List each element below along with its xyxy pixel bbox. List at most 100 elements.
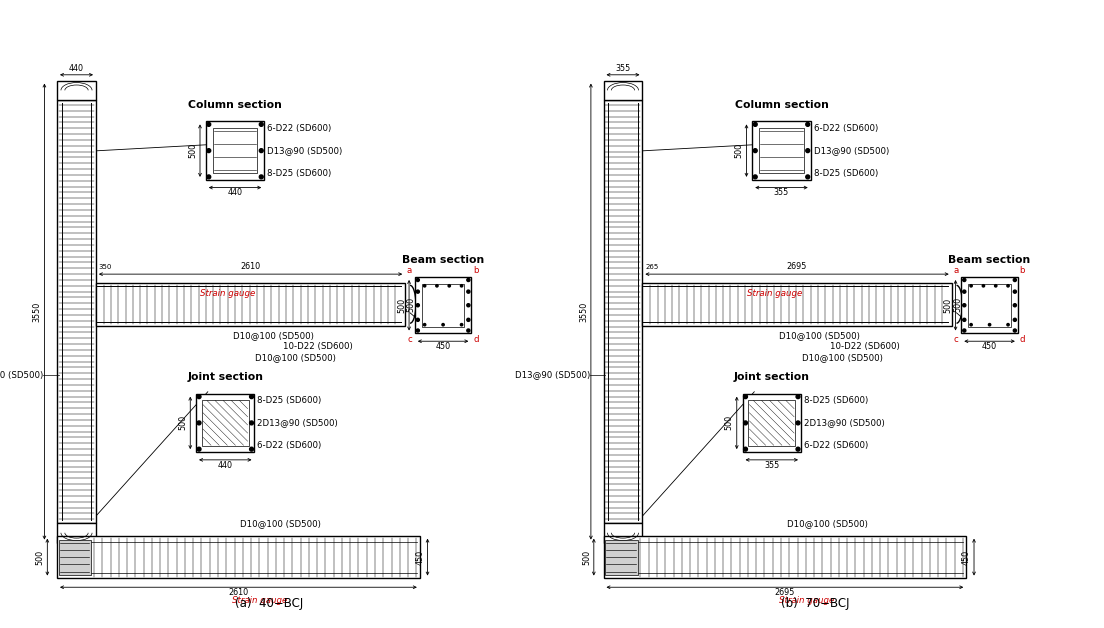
Text: Joint section: Joint section [188,372,263,382]
Text: 355: 355 [764,460,779,470]
Circle shape [416,304,420,307]
Circle shape [1007,323,1009,326]
Text: 6-D22 (SD600): 6-D22 (SD600) [267,124,331,133]
Text: 500: 500 [734,143,744,158]
Circle shape [806,149,809,153]
Text: 6-D22 (SD600): 6-D22 (SD600) [804,441,868,450]
Text: a: a [953,266,958,275]
Text: 2D13@90 (SD500): 2D13@90 (SD500) [257,418,338,428]
Circle shape [250,421,254,425]
Text: Strain gauge: Strain gauge [778,596,834,605]
Circle shape [744,447,747,451]
Text: 2695: 2695 [787,263,807,271]
Bar [213,128,257,173]
Bar [604,536,966,578]
Text: D10@100 (SD500): D10@100 (SD500) [233,332,314,340]
Bar [605,539,638,575]
Circle shape [1013,318,1017,322]
Circle shape [467,318,470,322]
Text: Strain gauge: Strain gauge [232,596,287,605]
Text: D13@90 (SD500): D13@90 (SD500) [267,146,342,155]
Circle shape [753,149,757,153]
Circle shape [259,149,263,153]
Circle shape [983,284,985,287]
Bar [604,100,643,523]
Circle shape [744,395,747,399]
Text: Column section: Column section [734,100,828,110]
Circle shape [198,447,201,451]
Text: Joint section: Joint section [734,372,809,382]
Text: b: b [474,266,479,275]
Text: D10@100 (SD500): D10@100 (SD500) [255,353,336,362]
Text: D10@100 (SD500): D10@100 (SD500) [779,332,860,340]
Text: d: d [1020,335,1026,344]
Circle shape [806,122,809,126]
Bar [743,394,800,452]
Text: 10-D22 (SD600): 10-D22 (SD600) [283,342,353,351]
Bar [604,523,643,543]
Circle shape [744,421,747,425]
Text: 440: 440 [70,64,84,73]
Text: 265: 265 [646,264,659,270]
Text: 2695: 2695 [775,588,795,597]
Bar [422,284,465,327]
Circle shape [416,278,420,281]
Text: 450: 450 [983,342,997,351]
Circle shape [988,323,990,326]
Text: 6-D22 (SD600): 6-D22 (SD600) [257,441,321,450]
Circle shape [467,278,470,281]
Text: 6-D22 (SD600): 6-D22 (SD600) [814,124,878,133]
Text: Column section: Column section [188,100,282,110]
Text: Strain gauge: Strain gauge [747,289,803,298]
Circle shape [198,421,201,425]
Bar [57,100,96,523]
Circle shape [963,290,966,293]
Circle shape [970,284,973,287]
Text: 450: 450 [962,550,972,565]
Text: 8-D25 (SD600): 8-D25 (SD600) [814,168,878,178]
Circle shape [250,447,254,451]
Text: 500: 500 [35,550,44,565]
Text: 500: 500 [725,415,734,430]
Text: 10-D22 (SD600): 10-D22 (SD600) [829,342,900,351]
Text: 500: 500 [582,550,591,565]
Circle shape [970,323,973,326]
Text: 8-D25 (SD600): 8-D25 (SD600) [267,168,331,178]
Circle shape [467,304,470,307]
Text: 450: 450 [415,550,425,565]
Circle shape [806,175,809,179]
Circle shape [460,284,463,287]
Circle shape [963,304,966,307]
Bar [205,121,264,180]
Text: 500: 500 [188,143,198,158]
Circle shape [1013,329,1017,332]
Bar [415,277,471,333]
Text: a: a [406,266,412,275]
Bar [96,283,405,326]
Text: 450: 450 [436,342,450,351]
Bar [57,536,420,578]
Bar [752,121,810,180]
Circle shape [1013,290,1017,293]
Text: 3550: 3550 [578,301,588,322]
Circle shape [753,122,757,126]
Text: D13@90 (SD500): D13@90 (SD500) [0,371,43,379]
Text: Beam section: Beam section [948,256,1031,266]
Circle shape [448,284,450,287]
Circle shape [963,278,966,281]
Circle shape [1013,278,1017,281]
Text: 3550: 3550 [32,301,42,322]
Circle shape [416,290,420,293]
Circle shape [206,149,211,153]
Text: b: b [1020,266,1026,275]
Bar [202,399,248,447]
Bar [749,399,795,447]
Text: 500: 500 [954,296,963,312]
Circle shape [796,421,800,425]
Bar [59,539,92,575]
Text: 2D13@90 (SD500): 2D13@90 (SD500) [804,418,884,428]
Text: D10@100 (SD500): D10@100 (SD500) [787,519,868,528]
Circle shape [424,284,426,287]
Text: 8-D25 (SD600): 8-D25 (SD600) [804,396,868,405]
Circle shape [250,395,254,399]
